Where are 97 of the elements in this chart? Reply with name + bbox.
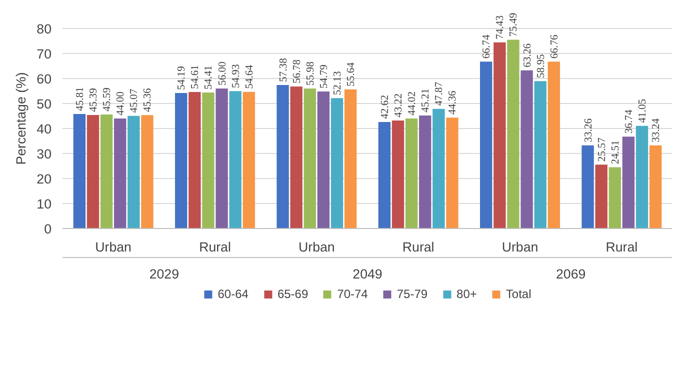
data-label: 63.26 [522, 42, 534, 68]
legend-label: 80+ [456, 287, 477, 301]
bar [202, 92, 214, 228]
data-label: 57.38 [278, 58, 290, 82]
x-tick-label: Urban [298, 240, 335, 254]
y-tick-label: 80 [36, 22, 52, 36]
bar [419, 115, 432, 228]
data-label: 74.43 [495, 15, 506, 40]
data-label: 24.51 [610, 140, 622, 164]
y-tick-label: 70 [36, 46, 52, 62]
data-label: 54.41 [204, 65, 215, 90]
x-tick-label: Rural [402, 240, 434, 254]
x-tick-label: Urban [95, 240, 132, 254]
bar [141, 115, 154, 228]
bar [622, 136, 635, 228]
data-label: 44.00 [116, 92, 127, 116]
data-label: 33.24 [651, 118, 662, 142]
x-tick-label: Rural [199, 240, 231, 254]
data-label: 66.76 [549, 34, 560, 59]
bar [128, 116, 140, 228]
bar [520, 70, 533, 228]
data-label: 45.39 [88, 88, 100, 112]
data-label: 45.07 [129, 88, 140, 113]
bar [242, 92, 255, 228]
bar [330, 98, 344, 228]
data-label: 56.00 [217, 62, 228, 86]
data-label: 55.98 [305, 62, 316, 86]
x-tick-label: Urban [502, 240, 538, 254]
data-label: 25.57 [596, 136, 608, 162]
data-label: 45.36 [142, 87, 154, 112]
data-label: 44.02 [407, 91, 418, 116]
data-label: 33.26 [583, 118, 594, 142]
bar [317, 92, 330, 228]
bar [86, 115, 100, 228]
y-tick-label: 10 [36, 196, 52, 212]
bar [73, 114, 86, 228]
data-label: 55.64 [346, 62, 358, 86]
bar [276, 85, 289, 228]
data-label: 45.59 [102, 88, 114, 112]
bar [229, 91, 242, 228]
bar [548, 62, 560, 228]
data-label: 36.74 [624, 109, 635, 134]
y-tick-label: 50 [36, 96, 52, 112]
data-label: 75.49 [508, 12, 520, 37]
data-label: 58.95 [536, 54, 547, 78]
y-tick-label: 40 [36, 122, 52, 136]
y-tick-label: 60 [36, 72, 52, 86]
data-label: 44.36 [448, 90, 459, 115]
data-label: 66.74 [482, 34, 493, 59]
bar [649, 145, 662, 228]
x-tick-label: Rural [606, 240, 638, 254]
bar [405, 118, 418, 228]
y-axis-title: Percentage (%) [14, 72, 29, 165]
data-label: 45.81 [74, 86, 86, 111]
data-label: 54.79 [318, 64, 330, 89]
data-label: 43.22 [394, 93, 404, 118]
legend-label: Total [506, 287, 532, 301]
text: 2029 [149, 266, 179, 282]
data-label: 56.78 [292, 60, 303, 84]
bar [608, 167, 621, 228]
bar [392, 120, 404, 228]
bar [188, 92, 201, 228]
data-label: 42.62 [380, 94, 391, 119]
y-tick-label: 30 [36, 146, 52, 162]
legend-label: 60-64 [218, 287, 248, 301]
text: 2069 [556, 266, 586, 282]
data-label: 52.13 [332, 71, 344, 96]
text: 2049 [352, 266, 382, 282]
legend-label: 65-69 [277, 287, 308, 301]
data-label: 54.64 [244, 64, 256, 89]
bar [582, 145, 594, 228]
bar [344, 89, 357, 228]
data-label: 45.21 [420, 88, 432, 112]
bar [216, 88, 228, 228]
bar [432, 108, 445, 228]
bar [175, 93, 188, 228]
bar [114, 118, 126, 228]
bar [534, 81, 546, 228]
y-tick-label: 0 [44, 222, 52, 236]
bar [290, 86, 302, 228]
bar [100, 114, 113, 228]
bar [480, 62, 492, 228]
legend-label: 70-74 [337, 287, 368, 301]
data-label: 54.19 [176, 66, 188, 90]
bar [378, 122, 391, 228]
y-tick-label: 20 [36, 172, 52, 186]
data-label: 47.87 [434, 81, 446, 106]
data-label: 54.93 [230, 64, 242, 88]
bar [595, 164, 608, 228]
bar [446, 118, 458, 228]
data-label: 54.61 [190, 64, 202, 89]
legend-label: 75-79 [396, 287, 428, 301]
bar [636, 126, 648, 228]
bar [507, 40, 520, 228]
bar [304, 88, 316, 228]
bar [494, 42, 506, 228]
data-label: 41.05 [638, 98, 648, 123]
